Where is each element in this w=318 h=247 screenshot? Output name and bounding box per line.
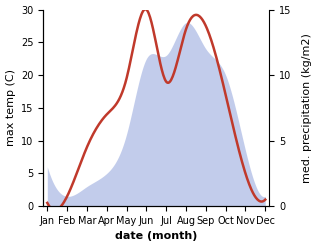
- X-axis label: date (month): date (month): [115, 231, 197, 242]
- Y-axis label: med. precipitation (kg/m2): med. precipitation (kg/m2): [302, 33, 313, 183]
- Y-axis label: max temp (C): max temp (C): [5, 69, 16, 146]
